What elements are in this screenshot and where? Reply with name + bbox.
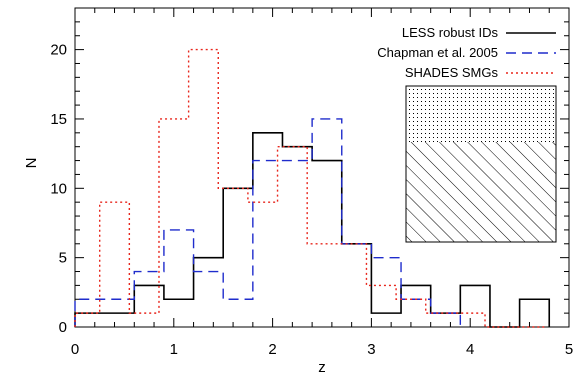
plot-frame xyxy=(74,7,570,328)
y-tick-label: 0 xyxy=(59,319,67,336)
series-line-chapman-et-al-2005 xyxy=(74,118,462,327)
series-layer xyxy=(74,48,551,328)
y-tick-label: 15 xyxy=(50,111,67,128)
x-tick-label: 2 xyxy=(268,341,276,358)
legend-label-chapman-2005: Chapman et al. 2005 xyxy=(377,45,498,60)
legend: LESS robust IDs Chapman et al. 2005 SHAD… xyxy=(377,25,556,80)
y-tick-label: 20 xyxy=(50,42,67,59)
series-line-less-robust-ids xyxy=(74,132,551,328)
axis-tick-labels: 0 1 2 3 4 5 0 5 10 15 20 xyxy=(50,42,573,358)
y-tick-label: 10 xyxy=(50,180,67,197)
inset-hatched-region xyxy=(406,142,556,242)
inset-hatched-box xyxy=(405,85,557,243)
legend-label-less-robust-ids: LESS robust IDs xyxy=(402,25,499,40)
x-tick-label: 4 xyxy=(466,341,474,358)
y-axis-label: N xyxy=(23,158,40,169)
x-tick-label: 3 xyxy=(367,341,375,358)
series-line-shades-smgs xyxy=(74,48,545,328)
inset-dotted-region xyxy=(406,86,556,142)
x-tick-label: 0 xyxy=(71,341,79,358)
x-axis-label: z xyxy=(318,359,326,376)
legend-label-shades-smgs: SHADES SMGs xyxy=(405,65,499,80)
x-tick-label: 5 xyxy=(565,341,573,358)
y-tick-label: 5 xyxy=(59,250,67,267)
axis-ticks xyxy=(74,8,570,328)
x-tick-label: 1 xyxy=(170,341,178,358)
inset-border xyxy=(405,85,557,243)
